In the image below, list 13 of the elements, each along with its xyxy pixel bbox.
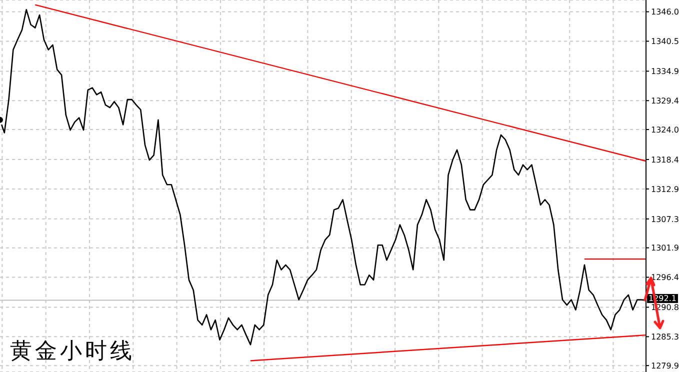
y-tick-label: 1346.0 [651,8,679,17]
y-tick-label: 1301.9 [651,244,679,253]
text: 黄金小时线 [10,338,135,366]
y-tick-label: 1296.4 [651,273,679,282]
y-tick-label: 1307.3 [651,214,679,224]
y-tick-label: 1318.4 [651,155,679,164]
y-tick-label: 1334.9 [651,67,679,76]
y-tick-label: 1312.9 [651,184,679,194]
y-tick-label: 1285.3 [651,332,679,342]
y-tick-label: 1340.5 [651,37,679,46]
y-tick-label: 1329.4 [651,96,679,106]
y-tick-label: 1324.0 [651,125,679,134]
y-tick-label: 1279.9 [651,361,679,370]
